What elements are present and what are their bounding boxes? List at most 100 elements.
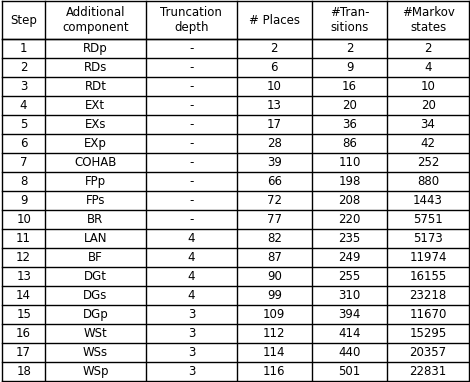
Bar — [2, 77, 469, 96]
Text: 77: 77 — [267, 213, 282, 226]
Text: 18: 18 — [16, 365, 31, 378]
Text: 13: 13 — [16, 270, 31, 283]
Text: FPp: FPp — [85, 175, 106, 188]
Text: 16: 16 — [16, 327, 31, 340]
Text: 6: 6 — [271, 61, 278, 74]
Bar — [2, 153, 469, 172]
Text: 414: 414 — [338, 327, 361, 340]
Text: 82: 82 — [267, 232, 282, 245]
Text: 4: 4 — [188, 232, 195, 245]
Text: 72: 72 — [267, 194, 282, 207]
Text: -: - — [189, 99, 194, 112]
Text: -: - — [189, 80, 194, 93]
Text: 252: 252 — [417, 156, 439, 169]
Text: 235: 235 — [338, 232, 360, 245]
Text: 12: 12 — [16, 251, 31, 264]
Text: 11974: 11974 — [409, 251, 447, 264]
Text: 14: 14 — [16, 289, 31, 302]
Text: 440: 440 — [338, 346, 360, 359]
Bar — [2, 267, 469, 286]
Text: 310: 310 — [338, 289, 360, 302]
Text: 10: 10 — [267, 80, 282, 93]
Text: -: - — [189, 175, 194, 188]
Text: 5173: 5173 — [413, 232, 443, 245]
Text: 4: 4 — [188, 270, 195, 283]
Text: 249: 249 — [338, 251, 361, 264]
Text: 20357: 20357 — [409, 346, 446, 359]
Text: 1: 1 — [20, 42, 27, 55]
Text: 16: 16 — [342, 80, 357, 93]
Text: 17: 17 — [16, 346, 31, 359]
Text: 2: 2 — [20, 61, 27, 74]
Text: DGt: DGt — [84, 270, 107, 283]
Text: 87: 87 — [267, 251, 282, 264]
Text: Truncation
depth: Truncation depth — [160, 6, 222, 34]
Text: 17: 17 — [267, 118, 282, 131]
Text: 5: 5 — [20, 118, 27, 131]
Bar — [2, 210, 469, 229]
Bar — [2, 305, 469, 324]
Text: WSs: WSs — [83, 346, 108, 359]
Text: 15295: 15295 — [409, 327, 446, 340]
Text: -: - — [189, 61, 194, 74]
Bar — [2, 191, 469, 210]
Text: 11: 11 — [16, 232, 31, 245]
Bar — [2, 286, 469, 305]
Text: 99: 99 — [267, 289, 282, 302]
Text: 255: 255 — [338, 270, 360, 283]
Text: EXs: EXs — [85, 118, 106, 131]
Text: 10: 10 — [16, 213, 31, 226]
Text: 8: 8 — [20, 175, 27, 188]
Text: WSp: WSp — [82, 365, 109, 378]
Bar — [2, 362, 469, 381]
Text: 110: 110 — [338, 156, 360, 169]
Text: 4: 4 — [424, 61, 432, 74]
Text: -: - — [189, 118, 194, 131]
Text: 15: 15 — [16, 308, 31, 321]
Text: 2: 2 — [424, 42, 432, 55]
Text: 28: 28 — [267, 137, 282, 150]
Text: 2: 2 — [346, 42, 353, 55]
Text: 6: 6 — [20, 137, 27, 150]
Text: RDp: RDp — [83, 42, 108, 55]
Text: 11670: 11670 — [409, 308, 447, 321]
Bar — [2, 229, 469, 248]
Text: Additional
component: Additional component — [62, 6, 129, 34]
Bar — [2, 343, 469, 362]
Text: 880: 880 — [417, 175, 439, 188]
Text: 4: 4 — [20, 99, 27, 112]
Text: 5751: 5751 — [413, 213, 443, 226]
Text: 208: 208 — [338, 194, 360, 207]
Text: 394: 394 — [338, 308, 360, 321]
Text: -: - — [189, 42, 194, 55]
Text: 1443: 1443 — [413, 194, 443, 207]
Bar — [2, 1, 469, 39]
Text: 3: 3 — [20, 80, 27, 93]
Bar — [2, 39, 469, 58]
Text: BF: BF — [88, 251, 103, 264]
Text: DGs: DGs — [83, 289, 108, 302]
Bar — [2, 96, 469, 115]
Text: 42: 42 — [421, 137, 436, 150]
Text: 23218: 23218 — [409, 289, 446, 302]
Text: 22831: 22831 — [409, 365, 446, 378]
Text: 3: 3 — [188, 365, 195, 378]
Text: 501: 501 — [338, 365, 360, 378]
Text: FPs: FPs — [86, 194, 105, 207]
Text: # Places: # Places — [249, 14, 300, 27]
Text: 16155: 16155 — [409, 270, 446, 283]
Text: 10: 10 — [421, 80, 436, 93]
Text: 9: 9 — [346, 61, 353, 74]
Text: RDt: RDt — [85, 80, 106, 93]
Text: 114: 114 — [263, 346, 286, 359]
Text: -: - — [189, 213, 194, 226]
Text: -: - — [189, 194, 194, 207]
Text: 90: 90 — [267, 270, 282, 283]
Text: 220: 220 — [338, 213, 360, 226]
Bar — [2, 58, 469, 77]
Text: 3: 3 — [188, 308, 195, 321]
Text: RDs: RDs — [84, 61, 107, 74]
Text: COHAB: COHAB — [74, 156, 117, 169]
Text: 3: 3 — [188, 327, 195, 340]
Text: 2: 2 — [271, 42, 278, 55]
